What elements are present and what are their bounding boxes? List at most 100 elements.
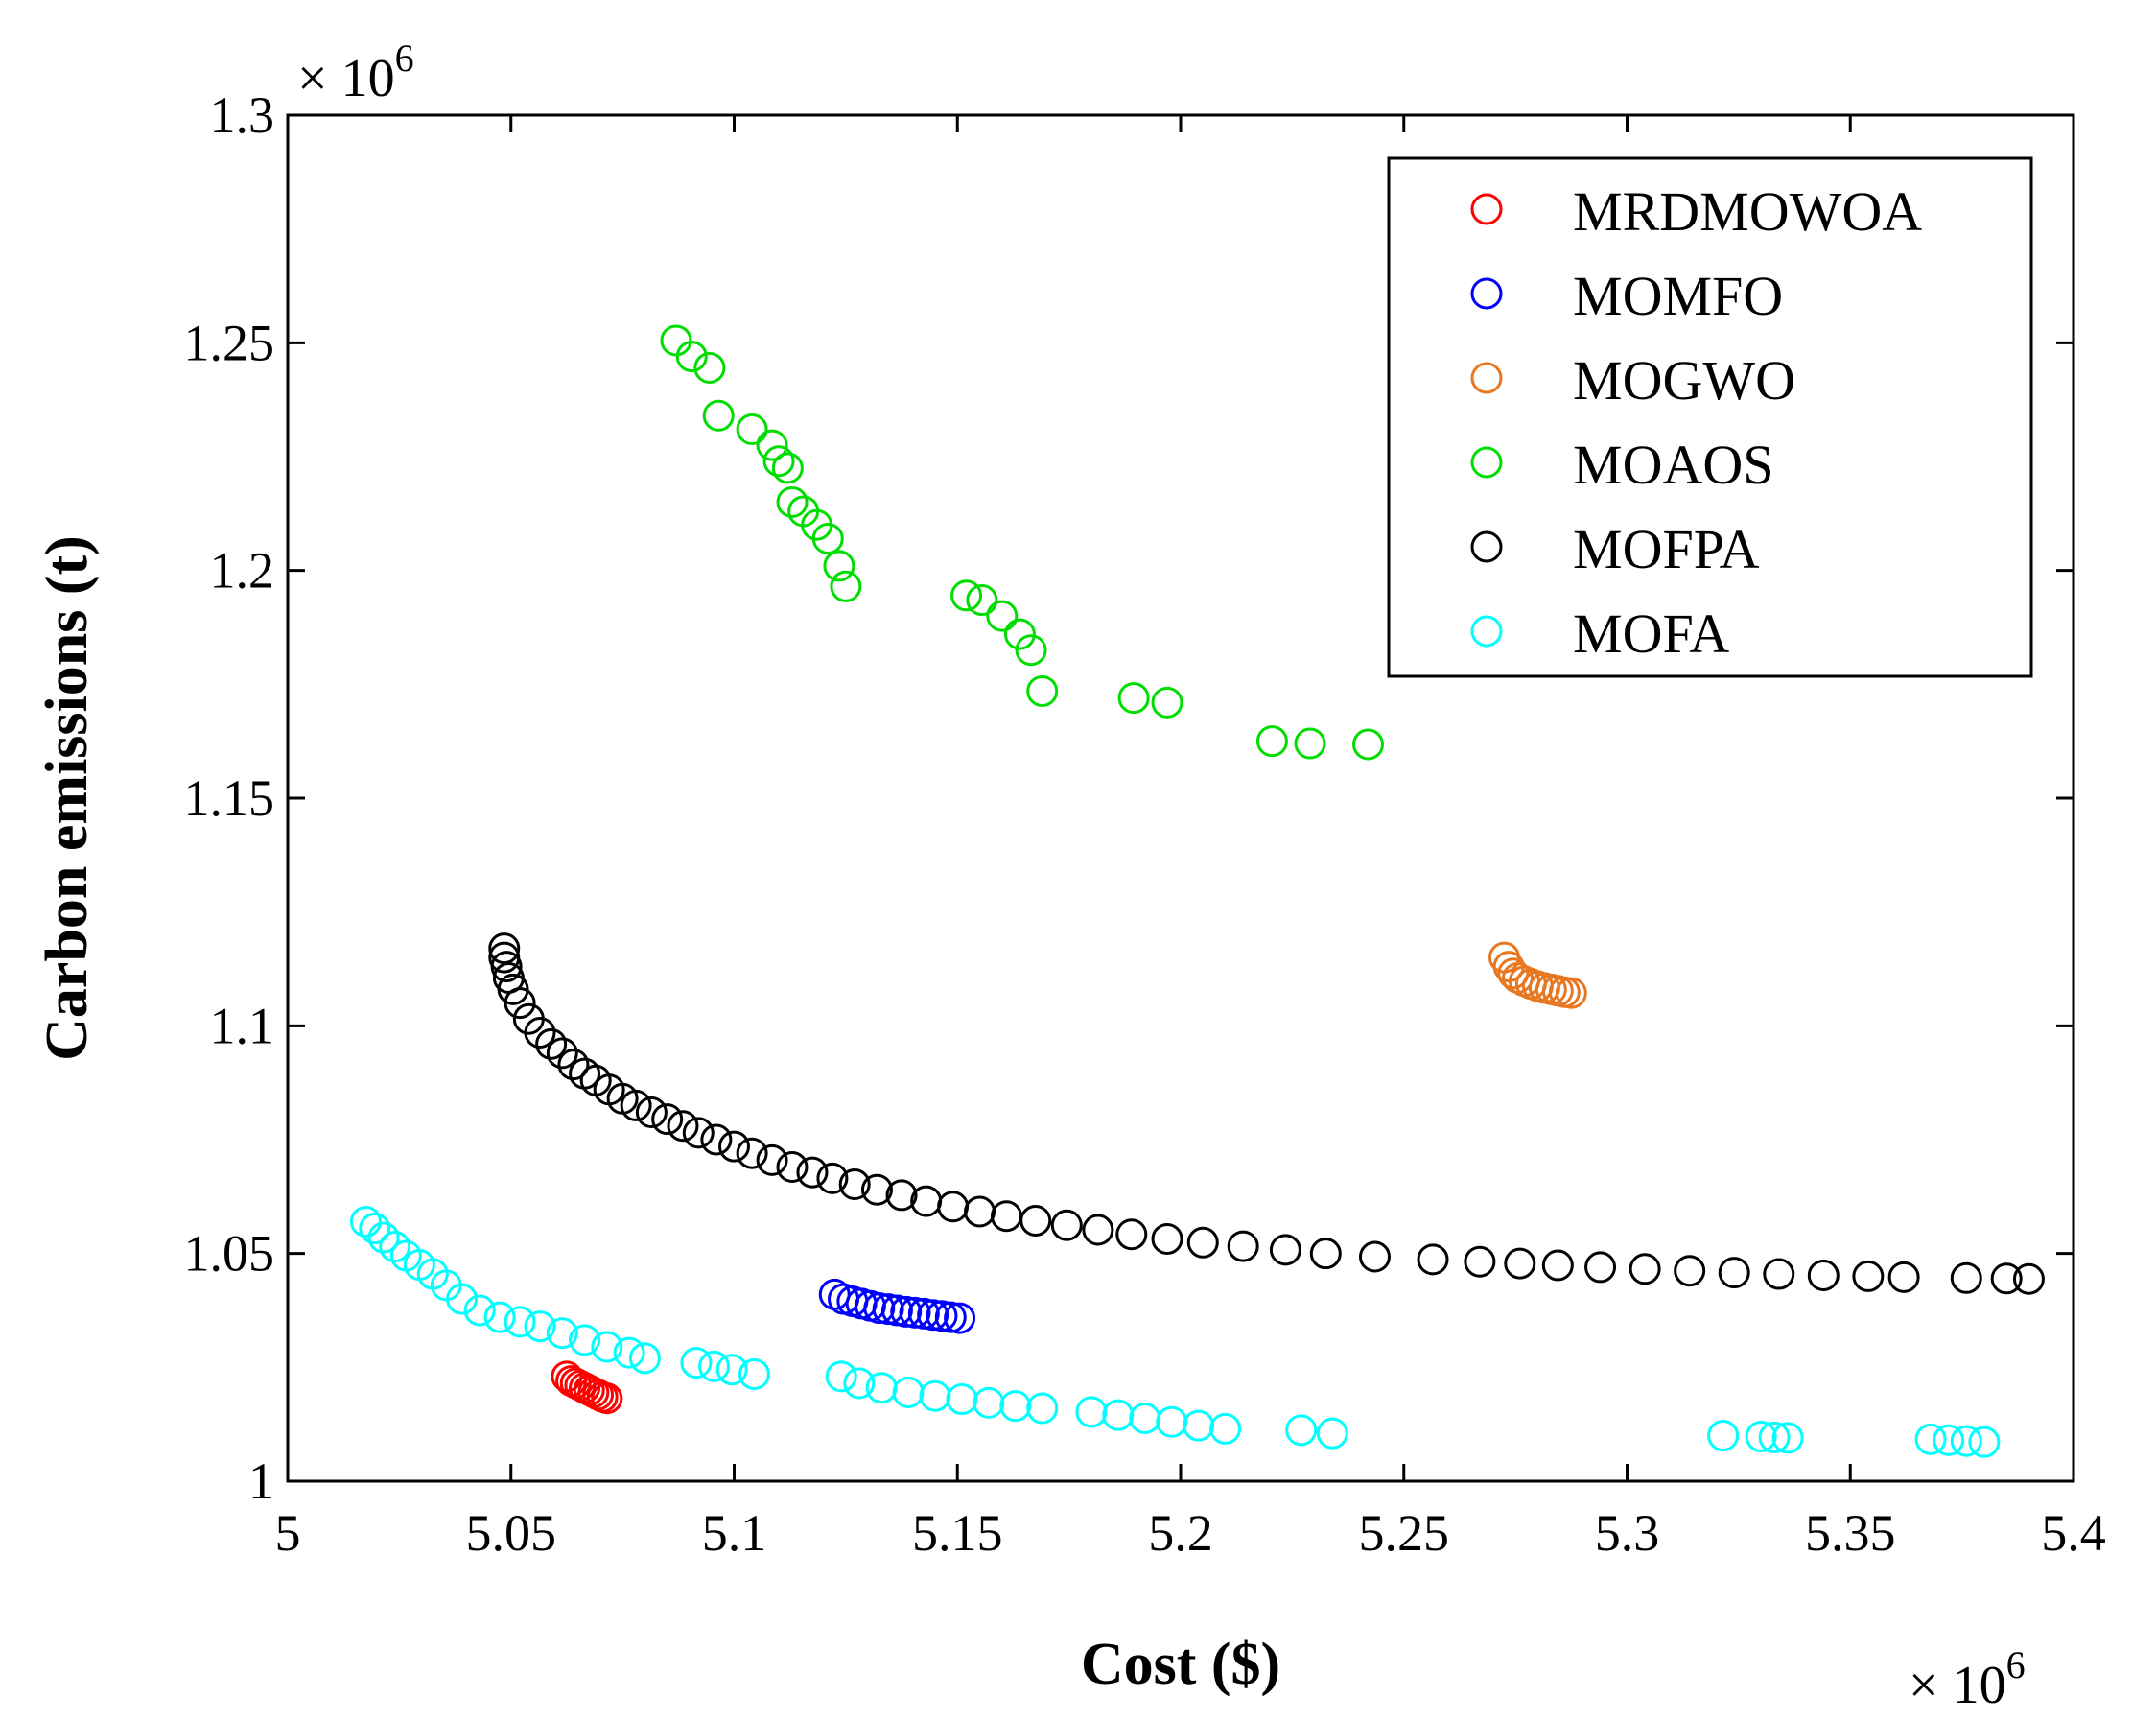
data-point (1050, 1209, 1083, 1241)
data-point (463, 1294, 496, 1327)
data-point (1464, 1245, 1496, 1278)
data-point (843, 1367, 876, 1400)
data-point (1352, 728, 1385, 761)
data-point (1807, 1259, 1840, 1291)
x-tick-label: 5.4 (2041, 1504, 2106, 1562)
data-point (504, 1306, 536, 1338)
y-tick-label: 1.05 (184, 1225, 275, 1283)
data-point (1186, 1226, 1219, 1259)
series-layer (349, 324, 2045, 1458)
x-tick-label: 5.1 (702, 1504, 767, 1562)
y-tick-label: 1.2 (210, 542, 275, 600)
x-axis-ticks: 5 5.05 5.1 5.15 5.2 5.25 5.3 5.35 5.4 (275, 115, 2106, 1562)
data-point (367, 1221, 400, 1254)
data-point (546, 1317, 578, 1350)
data-point (1555, 977, 1587, 1009)
data-point (700, 1123, 733, 1156)
series-moaos (660, 324, 1385, 761)
data-point (946, 1383, 978, 1416)
data-point (1026, 674, 1059, 707)
data-point (1294, 727, 1326, 760)
data-point (1950, 1261, 1982, 1294)
series-mofa (349, 1205, 2001, 1458)
data-point (838, 1168, 871, 1201)
data-point (702, 399, 735, 432)
data-point (863, 1292, 896, 1325)
data-point (762, 445, 795, 478)
x-multiplier: × 106 (1909, 1643, 2026, 1715)
data-point (860, 1173, 893, 1206)
data-point (483, 1301, 516, 1333)
data-point (1115, 1218, 1148, 1251)
data-point (1990, 1262, 2023, 1295)
data-point (524, 1310, 556, 1343)
y-tick-label: 1.25 (184, 314, 275, 371)
data-point (698, 1350, 731, 1382)
legend-label: MOFPA (1573, 518, 1760, 580)
data-point (1745, 1420, 1777, 1452)
data-point (591, 1382, 623, 1415)
data-point (966, 584, 998, 617)
data-point (811, 522, 844, 554)
data-point (535, 1027, 568, 1060)
data-point (715, 1354, 748, 1386)
data-point (890, 1295, 923, 1328)
data-point (1758, 1421, 1791, 1453)
data-point (628, 1342, 661, 1375)
series-mrdmowoa (551, 1360, 623, 1415)
data-point (446, 1283, 479, 1315)
data-point (1026, 1392, 1059, 1425)
data-point (1019, 1204, 1052, 1237)
data-point (682, 1117, 715, 1149)
legend-label: MOFA (1573, 602, 1729, 665)
data-point (796, 1156, 829, 1189)
data-point (1852, 1260, 1885, 1292)
data-point (776, 485, 808, 518)
series-mogwo (1488, 941, 1587, 1009)
y-tick-label: 1.1 (210, 997, 275, 1054)
data-point (771, 452, 804, 484)
data-point (1156, 1405, 1188, 1438)
legend-marker (1470, 277, 1503, 310)
data-point (524, 1016, 556, 1049)
data-point (1950, 1425, 1982, 1457)
legend-marker (1470, 530, 1503, 563)
data-point (944, 1302, 976, 1334)
data-point (1255, 725, 1288, 758)
data-point (620, 1089, 652, 1121)
legend-box (1387, 156, 2033, 678)
legend-label: MOAOS (1573, 434, 1774, 496)
data-point (1629, 1253, 1661, 1285)
x-tick-label: 5.2 (1148, 1504, 1213, 1562)
data-point (1129, 1402, 1161, 1434)
data-point (738, 1357, 770, 1390)
data-point (1584, 1251, 1617, 1284)
data-point (1075, 1396, 1108, 1428)
data-point (359, 1213, 391, 1245)
y-tick-label: 1 (248, 1452, 274, 1510)
data-point (885, 1179, 918, 1212)
x-tick-label: 5.35 (1805, 1504, 1896, 1562)
data-point (917, 1299, 949, 1332)
data-point (1117, 682, 1150, 715)
data-point (1316, 1417, 1348, 1450)
data-point (1771, 1422, 1804, 1454)
data-point (1914, 1423, 1947, 1455)
x-axis-label: Cost ($) (1081, 1632, 1280, 1697)
data-point (635, 1096, 668, 1129)
data-point (2012, 1262, 2045, 1295)
data-point (569, 1324, 601, 1356)
legend-marker (1470, 446, 1503, 479)
y-tick-label: 1.15 (184, 769, 275, 827)
data-point (986, 600, 1019, 632)
data-point (1504, 1247, 1536, 1280)
data-point (736, 1137, 768, 1169)
data-point (1887, 1261, 1920, 1293)
data-point (557, 1049, 590, 1081)
y-tick-label: 1.3 (210, 86, 275, 144)
data-point (1003, 618, 1036, 650)
data-point (1417, 1243, 1449, 1276)
data-point (613, 1336, 645, 1369)
data-point (816, 1162, 849, 1194)
